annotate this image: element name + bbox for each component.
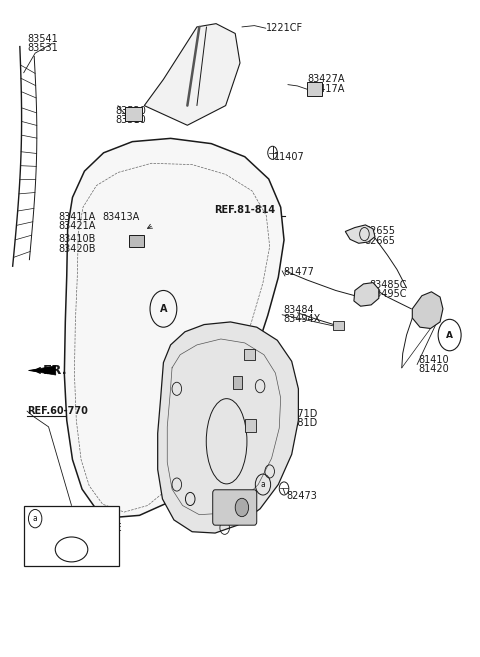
Bar	[24, 505, 120, 566]
Text: 81483A: 81483A	[186, 374, 224, 384]
Text: 83494X: 83494X	[283, 314, 320, 325]
Text: 83485C: 83485C	[369, 281, 407, 290]
Text: 81477: 81477	[283, 267, 314, 277]
Bar	[245, 419, 256, 432]
Bar	[333, 321, 344, 330]
Text: 83520: 83520	[116, 106, 146, 116]
Polygon shape	[157, 322, 299, 533]
Text: A: A	[446, 330, 453, 340]
Circle shape	[235, 498, 249, 516]
Text: 82665: 82665	[364, 236, 396, 246]
Polygon shape	[64, 139, 284, 517]
Text: 83510: 83510	[116, 115, 146, 125]
Text: a: a	[33, 514, 37, 523]
Text: 82473: 82473	[286, 491, 317, 501]
Polygon shape	[412, 292, 443, 328]
Text: REF.81-814: REF.81-814	[214, 206, 275, 215]
Text: 83411A: 83411A	[58, 212, 96, 222]
Text: 1731JE: 1731JE	[89, 523, 123, 533]
Text: 83420B: 83420B	[58, 244, 96, 254]
Bar	[233, 376, 242, 389]
Text: 1221CF: 1221CF	[266, 23, 303, 34]
Text: 83484: 83484	[283, 305, 314, 315]
Text: 83541: 83541	[27, 34, 58, 44]
FancyBboxPatch shape	[213, 489, 257, 525]
Text: 81473E: 81473E	[186, 365, 223, 375]
Text: 83417A: 83417A	[307, 83, 344, 93]
Text: 83554C: 83554C	[219, 348, 257, 359]
Bar	[307, 82, 323, 97]
Text: 83413A: 83413A	[102, 212, 139, 222]
Text: 11407: 11407	[274, 152, 304, 162]
Text: 83481D: 83481D	[279, 418, 317, 428]
Text: 83531: 83531	[27, 43, 58, 53]
Text: 98820B: 98820B	[225, 489, 262, 499]
Text: 11407: 11407	[187, 498, 218, 508]
Polygon shape	[354, 283, 379, 306]
Polygon shape	[144, 24, 240, 125]
Text: FR.: FR.	[43, 364, 68, 377]
Text: 83427A: 83427A	[307, 74, 345, 84]
Text: 82655: 82655	[364, 227, 396, 237]
Text: 83471D: 83471D	[279, 409, 318, 419]
Text: 83495C: 83495C	[369, 289, 407, 300]
Text: A: A	[160, 304, 167, 314]
Text: 81420: 81420	[418, 364, 449, 374]
Text: 81410: 81410	[418, 355, 449, 365]
Text: 98810B: 98810B	[225, 480, 262, 489]
Text: a: a	[261, 480, 265, 489]
Polygon shape	[28, 366, 56, 375]
Text: 83410B: 83410B	[58, 235, 96, 244]
Bar	[125, 107, 142, 122]
Text: 83421A: 83421A	[58, 221, 96, 231]
Polygon shape	[345, 225, 375, 243]
Bar	[129, 235, 144, 246]
Text: REF.60-770: REF.60-770	[27, 406, 88, 416]
Bar	[244, 350, 255, 360]
